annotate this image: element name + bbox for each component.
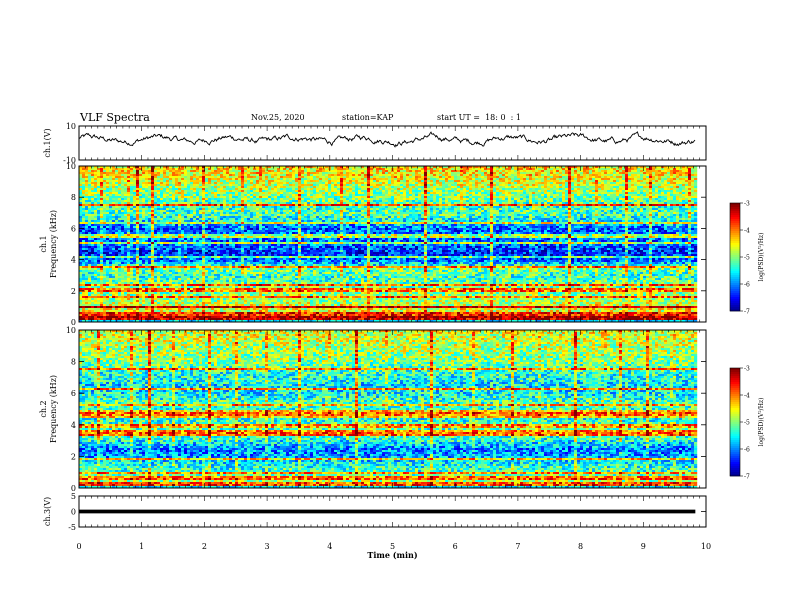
y-tick-label: 0 [71,508,76,517]
colorbar-2 [730,368,740,476]
y-tick-label: 4 [71,256,76,265]
x-tick-label: 1 [139,542,144,551]
y-axis-label: ch.1(V) [43,128,52,157]
y-tick-label: 6 [71,389,76,398]
spectrogram-ch1 [79,166,697,322]
colorbar-tick-label: -5 [744,255,750,262]
x-tick-label: 0 [76,542,81,551]
y-tick-label: 2 [71,287,76,296]
y-tick-label: 4 [71,421,76,430]
y-axis-label-channel: ch.1 [39,235,48,252]
colorbar-tick-label: -3 [744,366,750,373]
colorbar-tick-label: -4 [744,393,750,400]
y-axis-label-channel: ch.2 [39,400,48,417]
y-tick-label: -5 [68,523,76,532]
x-tick-label: 4 [327,542,332,551]
colorbar-tick-label: -7 [744,474,750,481]
colorbar-1 [730,203,740,311]
colorbar-label: log(PSD)(V²/Hz) [758,398,765,447]
y-tick-label: 6 [71,224,76,233]
y-tick-label: 8 [71,358,76,367]
colorbar-tick-label: -3 [744,201,750,208]
y-axis-label: ch.3(V) [43,497,52,526]
vlf-figure: 10-10ch.1(V)0246810ch.1 Frequency (kHz)02… [0,0,792,612]
y-tick-label: 10 [66,326,76,335]
y-tick-label: 2 [71,452,76,461]
colorbar-tick-label: -6 [744,447,750,454]
x-tick-label: 10 [701,542,711,551]
spectrogram-ch2 [79,330,697,488]
x-tick-label: 2 [202,542,207,551]
y-axis-label-frequency: Frequency (kHz) [49,210,58,278]
colorbar-tick-label: -6 [744,282,750,289]
panel-frame-1 [79,126,706,160]
y-tick-label: 5 [71,492,76,501]
x-tick-label: 7 [515,542,520,551]
y-axis-label-frequency: Frequency (kHz) [49,375,58,443]
y-tick-label: 10 [66,162,76,171]
x-axis-label: Time (min) [367,550,417,560]
ch1-signal-line [79,132,695,147]
colorbar-tick-label: -4 [744,228,750,235]
colorbar-tick-label: -7 [744,309,750,316]
x-tick-label: 9 [641,542,646,551]
ch3-signal-band [79,510,695,514]
y-tick-label: 8 [71,193,76,202]
x-tick-label: 8 [578,542,583,551]
y-tick-label: 10 [66,122,76,131]
x-tick-label: 6 [453,542,458,551]
colorbar-tick-label: -5 [744,420,750,427]
x-tick-label: 3 [265,542,270,551]
colorbar-label: log(PSD)(V²/Hz) [758,233,765,282]
